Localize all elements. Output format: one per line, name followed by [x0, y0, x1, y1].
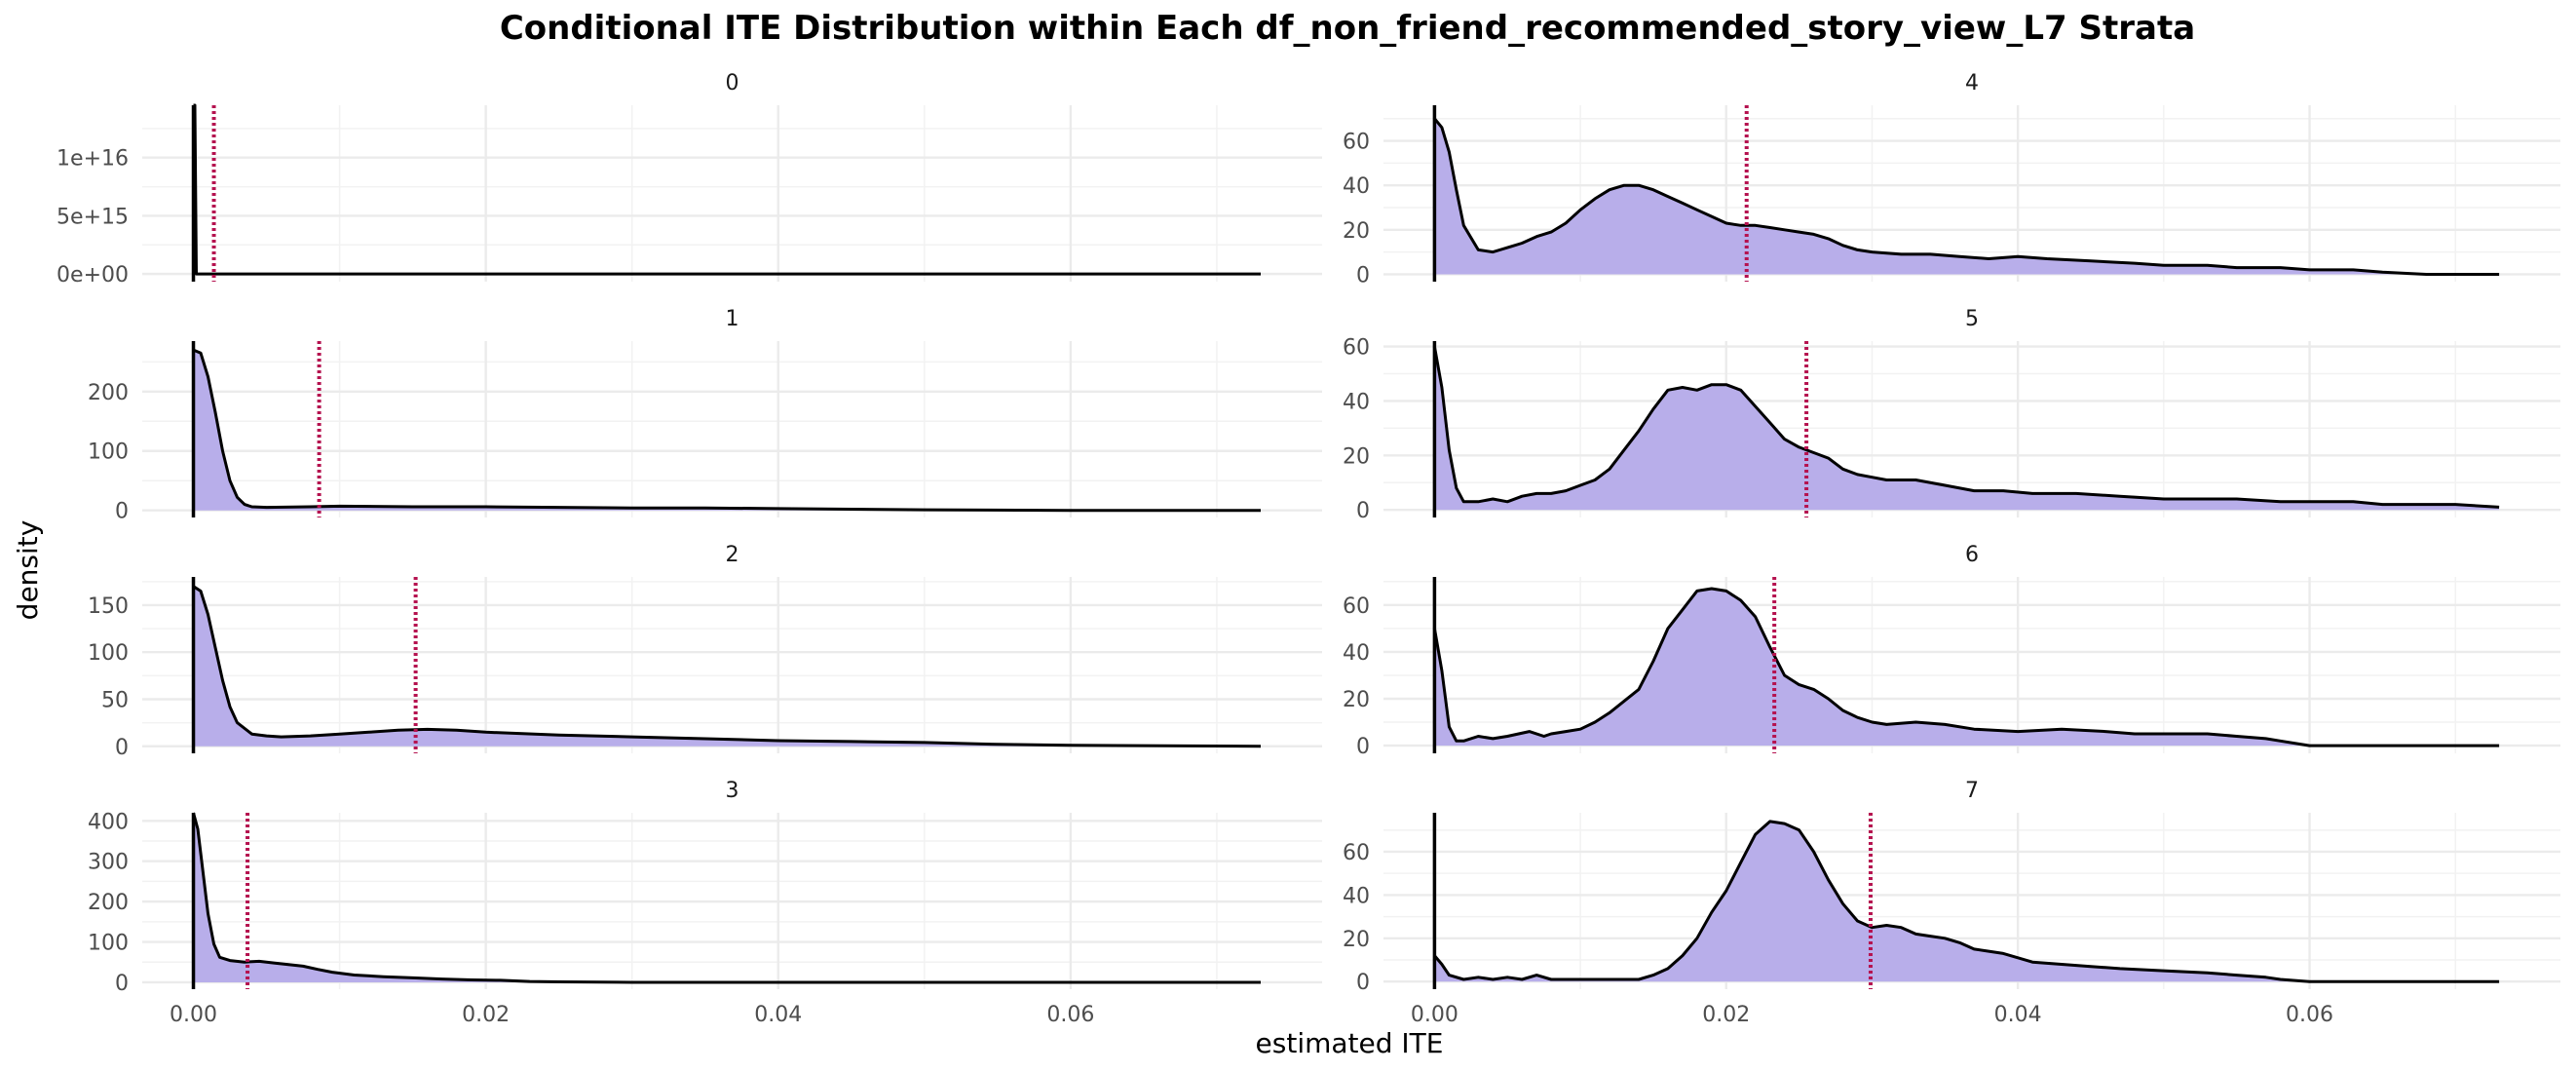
chart-title: Conditional ITE Distribution within Each… [500, 9, 2195, 48]
density-area [193, 350, 1261, 511]
y-tick-label: 20 [1343, 219, 1370, 244]
facet-strip-label: 2 [726, 543, 739, 567]
density-area [193, 813, 1261, 982]
y-tick-label: 300 [88, 851, 129, 875]
density-line [192, 348, 1261, 513]
facet-panel: 5 0 20 40 60 [1343, 307, 2560, 523]
y-tick-label: 100 [88, 641, 129, 666]
facet-panel: 7 0 20 40 60 0.00 0.02 0.04 0.06 [1343, 779, 2560, 1027]
facet-panel: 1 0 100 200 [88, 307, 1322, 524]
y-tick-label: 60 [1343, 594, 1370, 619]
density-line [192, 585, 1262, 748]
density-line [1433, 820, 2500, 983]
facet-strip-label: 4 [1965, 71, 1979, 96]
y-tick-label: 100 [88, 932, 129, 956]
y-tick-label: 0 [115, 972, 129, 996]
y-tick-label: 400 [88, 810, 129, 834]
y-tick-label: 200 [88, 381, 129, 405]
y-tick-label: 50 [101, 688, 129, 712]
density-line [192, 812, 1261, 984]
facet-panels: 00e+005e+151e+16101002002050100150301002… [57, 71, 2560, 1027]
facet-strip-label: 1 [726, 307, 739, 331]
density-line [193, 103, 1261, 276]
density-line [1432, 346, 2500, 509]
x-tick-label: 0.00 [1411, 1003, 1458, 1027]
facet-panel: 2 0 50 100 150 [88, 543, 1322, 760]
density-area [1434, 346, 2500, 511]
y-tick-label: 60 [1343, 131, 1370, 155]
facet-strip-label: 0 [726, 71, 739, 96]
y-tick-label: 20 [1343, 444, 1370, 469]
x-tick-label: 0.06 [2286, 1003, 2333, 1027]
x-tick-label: 0.00 [170, 1003, 217, 1027]
y-tick-label: 1e+16 [57, 147, 129, 172]
facet-panel: 3 0 100 200 300 400 0.00 0.02 0.04 0.06 [88, 779, 1322, 1027]
y-tick-label: 60 [1343, 336, 1370, 361]
y-tick-label: 20 [1343, 928, 1370, 952]
x-tick-label: 0.04 [754, 1003, 802, 1027]
density-area [193, 105, 1261, 275]
y-tick-label: 20 [1343, 688, 1370, 712]
y-tick-label: 0 [1356, 735, 1370, 759]
y-tick-label: 0 [115, 736, 129, 760]
y-tick-label: 0 [1356, 263, 1370, 287]
y-tick-label: 100 [88, 440, 129, 465]
y-axis-title: density [12, 520, 44, 621]
density-area [1434, 821, 2500, 982]
y-tick-label: 0 [1356, 499, 1370, 523]
y-tick-label: 0e+00 [57, 263, 129, 287]
density-area [1434, 589, 2500, 747]
density-line [1433, 117, 2500, 276]
x-tick-label: 0.02 [1702, 1003, 1750, 1027]
facet-strip-label: 6 [1965, 543, 1979, 567]
facet-strip-label: 3 [726, 779, 739, 803]
y-tick-label: 40 [1343, 641, 1370, 666]
y-tick-label: 60 [1343, 841, 1370, 865]
facet-strip-label: 7 [1965, 779, 1979, 803]
density-area [1434, 118, 2500, 275]
x-tick-label: 0.04 [1994, 1003, 2042, 1027]
y-tick-label: 200 [88, 891, 129, 915]
x-axis-title: estimated ITE [1256, 1027, 1444, 1059]
y-tick-label: 40 [1343, 390, 1370, 414]
density-line [1432, 587, 2500, 747]
y-tick-label: 0 [115, 500, 129, 524]
y-tick-label: 150 [88, 594, 129, 619]
x-tick-label: 0.06 [1046, 1003, 1094, 1027]
x-tick-label: 0.02 [462, 1003, 510, 1027]
y-tick-label: 40 [1343, 174, 1370, 199]
y-tick-label: 0 [1356, 971, 1370, 995]
facet-panel: 0 0e+00 5e+15 1e+16 [57, 71, 1322, 287]
facet-strip-label: 5 [1965, 307, 1979, 331]
y-tick-label: 40 [1343, 884, 1370, 908]
y-tick-label: 5e+15 [57, 205, 129, 229]
